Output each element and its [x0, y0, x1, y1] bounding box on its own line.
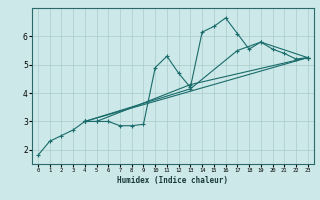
X-axis label: Humidex (Indice chaleur): Humidex (Indice chaleur): [117, 176, 228, 185]
